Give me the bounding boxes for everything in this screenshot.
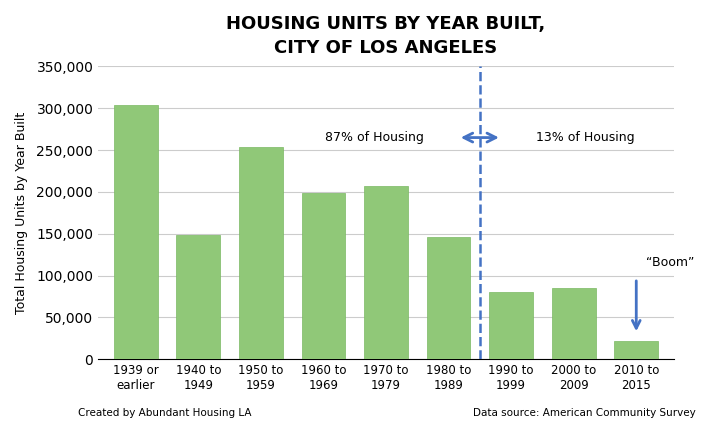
Bar xyxy=(489,292,533,359)
Text: Created by Abundant Housing LA: Created by Abundant Housing LA xyxy=(78,407,251,418)
Text: Data source: American Community Survey: Data source: American Community Survey xyxy=(473,407,696,418)
Bar xyxy=(552,288,596,359)
Y-axis label: Total Housing Units by Year Built: Total Housing Units by Year Built xyxy=(15,112,28,314)
Text: 13% of Housing: 13% of Housing xyxy=(536,131,635,144)
Bar xyxy=(427,237,471,359)
Bar xyxy=(302,193,345,359)
Bar xyxy=(239,147,283,359)
Bar xyxy=(114,105,158,359)
Text: “Boom”: “Boom” xyxy=(647,256,695,269)
Bar xyxy=(614,341,658,359)
Bar xyxy=(364,186,408,359)
Bar xyxy=(176,234,220,359)
Title: HOUSING UNITS BY YEAR BUILT,
CITY OF LOS ANGELES: HOUSING UNITS BY YEAR BUILT, CITY OF LOS… xyxy=(226,15,545,56)
Text: 87% of Housing: 87% of Housing xyxy=(324,131,424,144)
